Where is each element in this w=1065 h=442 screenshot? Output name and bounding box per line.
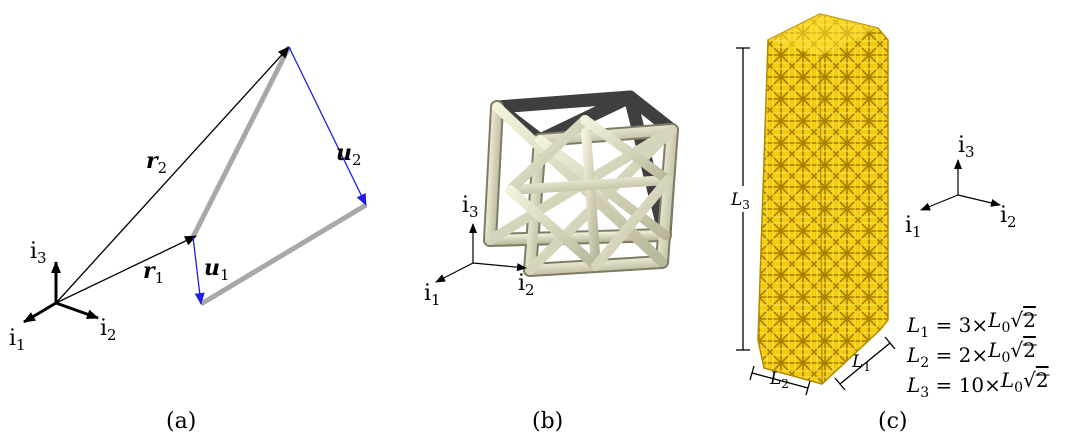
axis-i3-label: i3	[30, 239, 47, 267]
vector-r2-label: r2	[146, 148, 167, 177]
strut-lower	[199, 202, 368, 307]
equation-l2: L2 = 2×L0√2	[906, 338, 1036, 371]
caption-a: (a)	[166, 409, 196, 434]
panel-b: i3 i1 i2 (b)	[424, 90, 679, 434]
vector-u2	[288, 46, 367, 206]
axis-i1-arrow	[23, 301, 57, 324]
axis-i2-arrow	[55, 301, 99, 320]
equation-l3: L3 = 10×L0√2	[906, 368, 1049, 401]
dim-l3-label: L3	[730, 190, 750, 212]
strut-upper	[190, 45, 292, 239]
vector-r1-label: r1	[143, 258, 164, 287]
dim-l2-label: L2	[769, 369, 789, 391]
axis-i3-label-c: i3	[958, 133, 975, 161]
vector-u1	[192, 236, 205, 305]
axis-i1-arrow-b	[435, 262, 474, 283]
axis-i1-label-c: i1	[905, 213, 922, 241]
dim-l1-line	[839, 342, 891, 385]
lattice-top-edge	[768, 14, 878, 56]
axis-i2-label-b: i2	[518, 271, 535, 299]
vector-u1-label: u1	[204, 255, 230, 284]
caption-b: (b)	[532, 409, 563, 434]
dim-l1-label: L1	[851, 352, 871, 374]
dim-l2-line	[751, 372, 809, 389]
axis-i1-label-b: i1	[424, 281, 441, 309]
lattice-column	[757, 13, 889, 385]
vector-r2	[55, 46, 290, 304]
vector-r1	[55, 235, 197, 304]
axis-i2-label-c: i2	[1000, 203, 1017, 231]
vector-u2-label: u2	[336, 140, 362, 169]
axis-i2-label: i2	[100, 316, 117, 344]
unit-cell-struts	[483, 90, 679, 277]
equation-l1: L1 = 3×L0√2	[906, 308, 1036, 341]
axis-i1-label: i1	[9, 326, 26, 354]
panel-a: i3 i1 i2 r2 r1 u2 u1 (a)	[9, 45, 368, 434]
axis-i2-arrow-b	[472, 262, 527, 272]
caption-c: (c)	[878, 409, 908, 434]
axis-i1-arrow-c	[920, 194, 959, 211]
dimension-equations: L1 = 3×L0√2L2 = 2×L0√2L3 = 10×L0√2	[906, 308, 1050, 401]
axis-i2-arrow-c	[957, 194, 1001, 207]
panel-c: L3 L2 L1 i3 i1 i2 L1 = 3×L0√2L2 = 2×L0√2…	[730, 13, 1050, 434]
axis-i3-label-b: i3	[462, 193, 479, 221]
